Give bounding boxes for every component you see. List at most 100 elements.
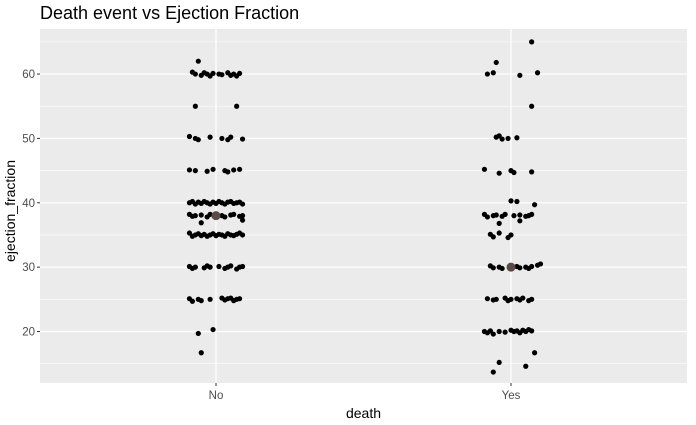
data-point xyxy=(192,264,198,270)
data-point xyxy=(234,103,240,109)
data-point xyxy=(186,133,193,140)
y-tick-label: 30 xyxy=(22,262,35,274)
data-point xyxy=(192,213,198,219)
data-point xyxy=(219,72,225,78)
data-point xyxy=(505,234,511,241)
data-point xyxy=(505,135,511,142)
data-point xyxy=(490,369,496,375)
data-point xyxy=(529,263,535,270)
data-point xyxy=(484,71,490,77)
data-point xyxy=(532,350,538,356)
data-point xyxy=(529,296,535,302)
data-point xyxy=(499,136,505,142)
data-point xyxy=(517,265,523,271)
data-point xyxy=(481,166,488,172)
data-point xyxy=(216,263,222,270)
data-point xyxy=(239,217,246,223)
x-axis-ticks: No Yes xyxy=(209,383,521,402)
data-point xyxy=(207,296,213,302)
data-point xyxy=(529,103,535,109)
data-point xyxy=(207,134,213,140)
y-tick-label: 60 xyxy=(22,69,35,81)
data-point xyxy=(493,59,499,66)
data-points xyxy=(186,39,544,375)
data-point xyxy=(520,295,526,301)
data-point xyxy=(496,359,502,366)
y-tick-label: 40 xyxy=(22,198,35,210)
data-point xyxy=(496,328,502,335)
data-point xyxy=(490,331,496,337)
data-point xyxy=(496,170,502,176)
data-point xyxy=(198,220,204,226)
data-point xyxy=(514,135,520,141)
data-point xyxy=(198,350,204,356)
data-point xyxy=(198,298,204,304)
data-point xyxy=(210,166,216,172)
data-point xyxy=(219,135,225,142)
data-point xyxy=(239,201,246,207)
data-point xyxy=(529,169,535,175)
data-point xyxy=(189,298,195,304)
data-point xyxy=(231,211,237,217)
x-tick-label: No xyxy=(209,390,224,402)
data-point xyxy=(529,328,535,334)
data-point xyxy=(237,70,243,77)
data-point xyxy=(532,202,538,208)
data-point xyxy=(490,265,496,271)
x-tick-label: Yes xyxy=(502,390,521,402)
data-point xyxy=(493,296,499,302)
plot-panel xyxy=(40,29,687,383)
data-point xyxy=(239,263,246,270)
data-point xyxy=(499,265,505,272)
data-point xyxy=(508,198,514,204)
data-point xyxy=(517,218,523,224)
data-point xyxy=(237,166,243,172)
data-point xyxy=(484,214,490,220)
mean-point xyxy=(506,262,516,272)
data-point xyxy=(523,363,529,369)
data-point xyxy=(204,168,210,174)
data-point xyxy=(517,212,523,218)
data-point xyxy=(493,212,499,218)
data-point xyxy=(490,234,496,240)
data-point xyxy=(228,134,234,140)
data-point xyxy=(502,329,508,335)
mean-points xyxy=(211,211,516,272)
data-point xyxy=(529,39,535,45)
data-point xyxy=(192,103,198,109)
data-point xyxy=(192,71,198,77)
data-point xyxy=(239,232,246,238)
data-point xyxy=(186,167,193,173)
data-point xyxy=(231,167,237,173)
data-point xyxy=(237,296,243,302)
data-point xyxy=(210,326,216,333)
data-point xyxy=(537,261,544,267)
grid-lines xyxy=(40,29,687,383)
data-point xyxy=(207,264,213,270)
data-point xyxy=(239,213,246,219)
data-point xyxy=(210,70,216,77)
data-point xyxy=(239,136,246,142)
y-axis-ticks: 20 30 40 50 60 xyxy=(22,69,40,339)
y-tick-label: 20 xyxy=(22,327,35,339)
data-point xyxy=(195,330,201,337)
data-point xyxy=(496,220,502,226)
chart-title: Death event vs Ejection Fraction xyxy=(40,3,299,23)
data-point xyxy=(529,211,535,217)
data-point xyxy=(228,263,234,269)
data-point xyxy=(207,211,213,217)
data-point xyxy=(222,214,228,220)
data-point xyxy=(195,58,201,64)
x-axis-title: death xyxy=(346,405,381,421)
data-point xyxy=(192,168,198,174)
data-point xyxy=(517,72,523,78)
data-point xyxy=(511,213,517,219)
data-point xyxy=(514,198,520,205)
y-axis-title: ejection_fraction xyxy=(2,160,18,262)
data-point xyxy=(511,169,517,176)
data-point xyxy=(490,70,496,76)
data-point xyxy=(534,70,541,76)
data-point xyxy=(508,296,514,302)
